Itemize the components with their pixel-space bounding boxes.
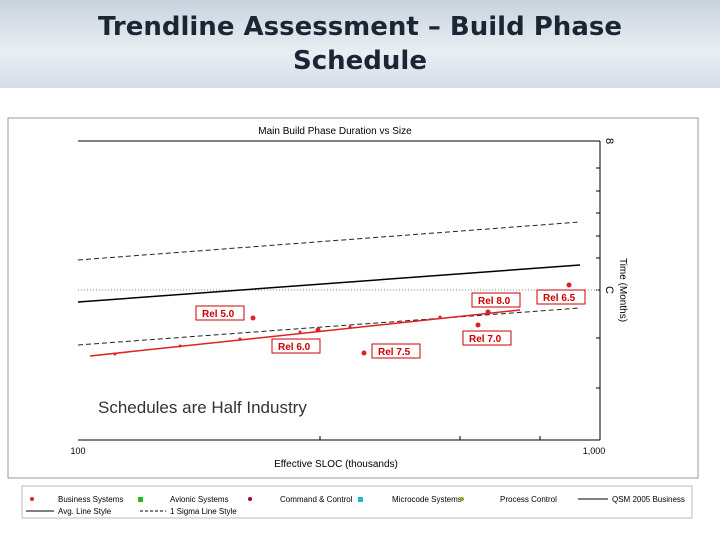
points (113, 282, 572, 356)
release-label: Rel 7.0 (469, 334, 502, 345)
ticks (319, 167, 600, 440)
slide-title: Trendline Assessment – Build Phase Sched… (98, 12, 622, 76)
legend-item: Avionic Systems (170, 495, 229, 504)
x-axis-label: Effective SLOC (thousands) (274, 459, 398, 470)
x-tick-label: 100 (70, 446, 85, 456)
release-label: Rel 6.0 (278, 342, 311, 353)
release-label: Rel 5.0 (202, 309, 235, 320)
sigma-line (77, 307, 581, 346)
legend-item: QSM 2005 Business (612, 495, 685, 504)
legend-item: Process Control (500, 495, 557, 504)
release-labels: Rel 5.0 Rel 6.0 Rel 7.5 Rel 8.0 Rel 6.5 … (195, 289, 586, 359)
y-tick-label: C (603, 286, 615, 294)
header: Trendline Assessment – Build Phase Sched… (0, 0, 720, 88)
chart-frame (7, 117, 699, 479)
y-axis-label: Time (Months) (617, 258, 628, 322)
legend-item: Command & Control (280, 495, 353, 504)
fit-line (89, 309, 521, 357)
release-label: Rel 7.5 (378, 347, 411, 358)
release-label: Rel 6.5 (543, 293, 576, 304)
y-tick-label: 8 (603, 138, 615, 144)
legend-item: Avg. Line Style (58, 507, 112, 516)
legend-item: Microcode Systems (392, 495, 462, 504)
annotation: Schedules are Half Industry (98, 398, 307, 417)
x-tick-label: 1,000 (583, 446, 606, 456)
chart: Main Build Phase Duration vs Size Rel 5.… (7, 117, 699, 519)
legend-item: 1 Sigma Line Style (170, 507, 237, 516)
chart-title: Main Build Phase Duration vs Size (258, 126, 412, 137)
legend-item: Business Systems (58, 495, 123, 504)
legend: Business Systems Avionic Systems Command… (21, 485, 693, 519)
average-line (77, 264, 581, 303)
release-label: Rel 8.0 (478, 296, 511, 307)
sigma-line (77, 221, 581, 261)
